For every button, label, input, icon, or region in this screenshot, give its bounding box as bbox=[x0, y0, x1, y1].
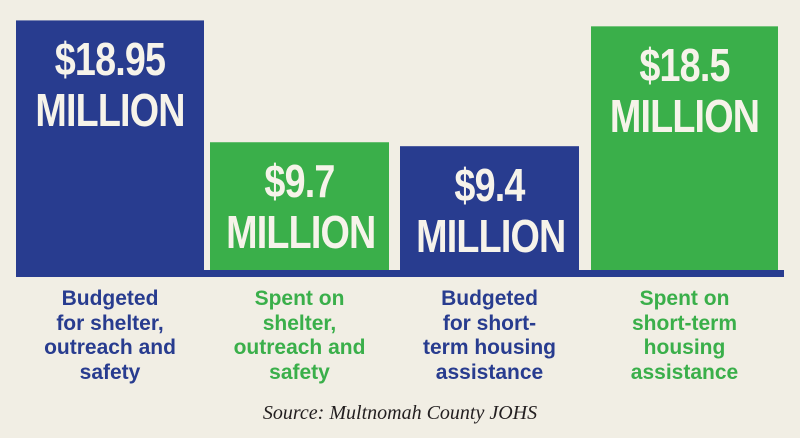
bar-value-unit: MILLION bbox=[35, 84, 185, 137]
category-label-1: Budgeted for shelter, outreach and safety bbox=[17, 287, 203, 385]
category-label-3: Budgeted for short-term housing assistance bbox=[397, 287, 583, 385]
category-label-line: assistance bbox=[630, 360, 739, 384]
bar-value-unit: MILLION bbox=[609, 90, 760, 143]
category-label-line: Budgeted bbox=[441, 287, 538, 310]
category-label-line: Spent on bbox=[254, 287, 345, 310]
bar-value-label-4: $18.5 MILLION bbox=[608, 42, 761, 140]
bar-value-label-1: $18.95 MILLION bbox=[33, 36, 187, 134]
bar-value-amount: $18.5 bbox=[639, 39, 730, 92]
bar-value-amount: $9.4 bbox=[454, 159, 525, 212]
baseline-axis bbox=[16, 270, 784, 277]
category-label-line: for shelter, bbox=[56, 311, 164, 335]
category-label-line: housing bbox=[643, 336, 726, 360]
bar-1 bbox=[16, 20, 204, 270]
bar-3 bbox=[400, 146, 579, 270]
category-label-line: safety bbox=[79, 360, 141, 384]
bar-value-amount: $9.7 bbox=[264, 155, 335, 208]
category-label-line: safety bbox=[269, 360, 330, 384]
category-label-line: term housing bbox=[422, 336, 556, 360]
bar-4 bbox=[591, 26, 778, 271]
category-label-2: Spent on shelter, outreach and safety bbox=[207, 287, 393, 385]
bar-2 bbox=[210, 142, 389, 270]
category-label-line: outreach and bbox=[44, 336, 176, 360]
bar-value-unit: MILLION bbox=[416, 210, 566, 263]
category-label-line: shelter, bbox=[262, 311, 337, 335]
bar-value-label-3: $9.4 MILLION bbox=[416, 159, 566, 263]
bar-value-label-2: $9.7 MILLION bbox=[226, 155, 376, 259]
category-label-line: Spent on bbox=[639, 287, 730, 310]
category-label-4: Spent on short-term housing assistance bbox=[592, 287, 778, 385]
source-note: Source: Multnomah County JOHS bbox=[262, 402, 538, 424]
category-label-line: Budgeted bbox=[61, 287, 159, 310]
category-label-line: short-term bbox=[631, 311, 737, 335]
category-label-line: outreach and bbox=[233, 336, 366, 360]
bar-value-amount: $18.95 bbox=[54, 33, 166, 86]
category-label-line: assistance bbox=[435, 360, 544, 384]
category-label-line: for short- bbox=[442, 311, 537, 335]
bar-value-unit: MILLION bbox=[226, 206, 376, 259]
